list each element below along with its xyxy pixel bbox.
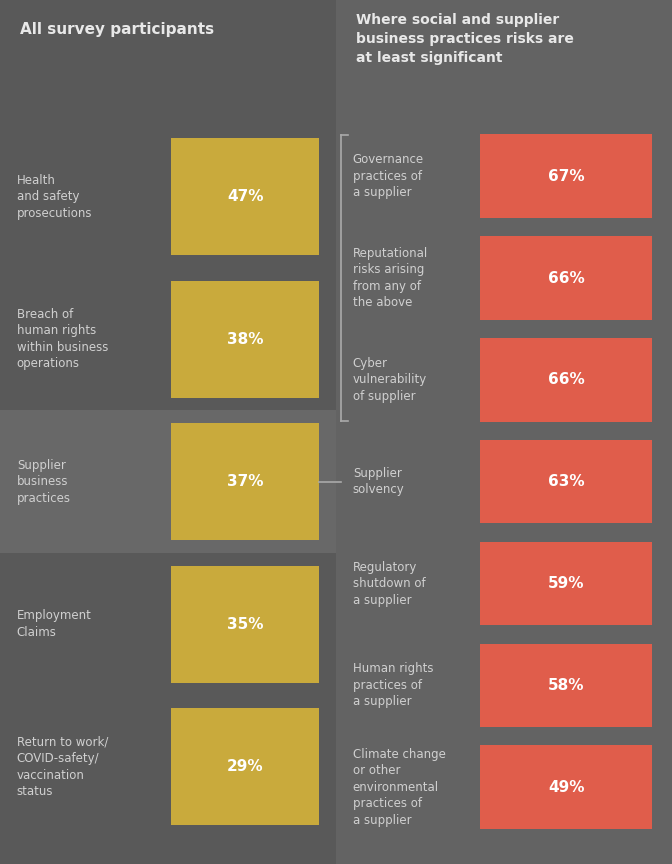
Text: 58%: 58% — [548, 678, 585, 693]
Text: Reputational
risks arising
from any of
the above: Reputational risks arising from any of t… — [353, 247, 428, 309]
FancyBboxPatch shape — [480, 236, 652, 320]
Text: 63%: 63% — [548, 474, 585, 489]
FancyBboxPatch shape — [480, 338, 652, 422]
Text: 67%: 67% — [548, 168, 585, 184]
Text: Climate change
or other
environmental
practices of
a supplier: Climate change or other environmental pr… — [353, 747, 446, 827]
Text: Employment
Claims: Employment Claims — [17, 609, 91, 639]
FancyBboxPatch shape — [171, 566, 319, 683]
Text: 38%: 38% — [227, 332, 263, 346]
Text: Human rights
practices of
a supplier: Human rights practices of a supplier — [353, 663, 433, 708]
Text: Cyber
vulnerability
of supplier: Cyber vulnerability of supplier — [353, 357, 427, 403]
Text: 66%: 66% — [548, 270, 585, 285]
FancyBboxPatch shape — [336, 0, 672, 864]
Text: All survey participants: All survey participants — [20, 22, 214, 36]
Text: Supplier
solvency: Supplier solvency — [353, 467, 405, 497]
Text: Health
and safety
prosecutions: Health and safety prosecutions — [17, 174, 92, 219]
FancyBboxPatch shape — [480, 644, 652, 727]
FancyBboxPatch shape — [480, 746, 652, 829]
Text: 59%: 59% — [548, 576, 585, 591]
Text: 66%: 66% — [548, 372, 585, 387]
Text: Governance
practices of
a supplier: Governance practices of a supplier — [353, 153, 424, 200]
Text: Breach of
human rights
within business
operations: Breach of human rights within business o… — [17, 308, 108, 371]
Text: Supplier
business
practices: Supplier business practices — [17, 459, 71, 505]
Text: 47%: 47% — [227, 189, 263, 204]
Text: 49%: 49% — [548, 779, 585, 795]
FancyBboxPatch shape — [480, 542, 652, 626]
Text: 29%: 29% — [227, 759, 263, 774]
Text: 35%: 35% — [227, 617, 263, 632]
FancyBboxPatch shape — [171, 281, 319, 397]
FancyBboxPatch shape — [480, 440, 652, 524]
FancyBboxPatch shape — [0, 410, 336, 553]
FancyBboxPatch shape — [480, 135, 652, 218]
Text: Where social and supplier
business practices risks are
at least significant: Where social and supplier business pract… — [356, 13, 574, 65]
Text: Regulatory
shutdown of
a supplier: Regulatory shutdown of a supplier — [353, 561, 425, 607]
Text: Return to work/
COVID-safety/
vaccination
status: Return to work/ COVID-safety/ vaccinatio… — [17, 735, 108, 798]
FancyBboxPatch shape — [171, 423, 319, 540]
FancyBboxPatch shape — [171, 138, 319, 255]
FancyBboxPatch shape — [171, 708, 319, 825]
Text: 37%: 37% — [227, 474, 263, 489]
